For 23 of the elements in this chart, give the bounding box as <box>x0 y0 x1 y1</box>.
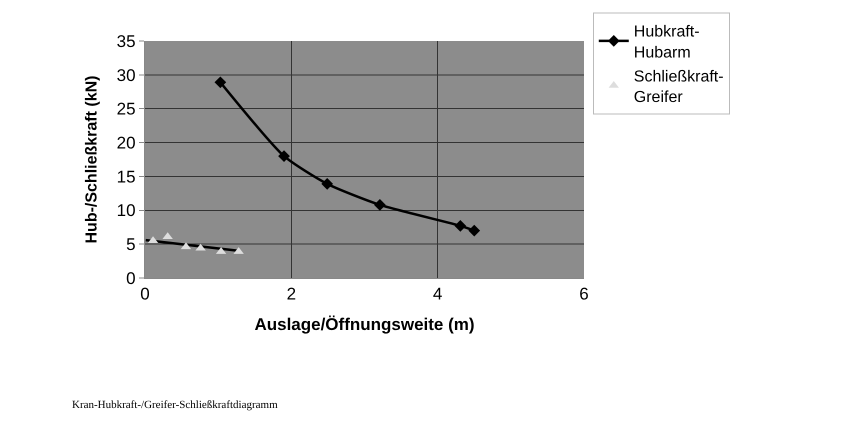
y-tick-label: 20 <box>116 134 136 153</box>
legend-label: Schließkraft-Greifer <box>634 68 724 106</box>
legend-label: Hubkraft-Hubarm <box>634 24 700 62</box>
y-tick-label: 0 <box>126 268 136 288</box>
point <box>454 220 466 232</box>
point <box>278 150 290 162</box>
y-tick-label: 30 <box>116 66 136 85</box>
point <box>468 224 480 236</box>
y-tick-label: 35 <box>116 32 136 51</box>
y-tick-label: 10 <box>116 201 136 220</box>
y-axis-title: Hub-/Schließkraft (kN) <box>84 75 101 244</box>
y-tick-label: 15 <box>116 167 136 186</box>
point <box>321 178 334 190</box>
text: Kran-Hubkraft-/Greifer-Schließkraftdiagramm <box>72 399 278 411</box>
point <box>374 199 386 211</box>
x-tick-label: 4 <box>432 284 442 304</box>
point <box>214 76 226 88</box>
x-tick-label: 0 <box>140 284 150 304</box>
y-tick-label: 5 <box>126 235 136 254</box>
x-tick-label: 6 <box>579 284 589 304</box>
x-tick-label: 2 <box>286 284 296 304</box>
y-tick-label: 25 <box>116 100 136 119</box>
x-axis-title: Auslage/Öffnungsweite (m) <box>254 314 475 334</box>
